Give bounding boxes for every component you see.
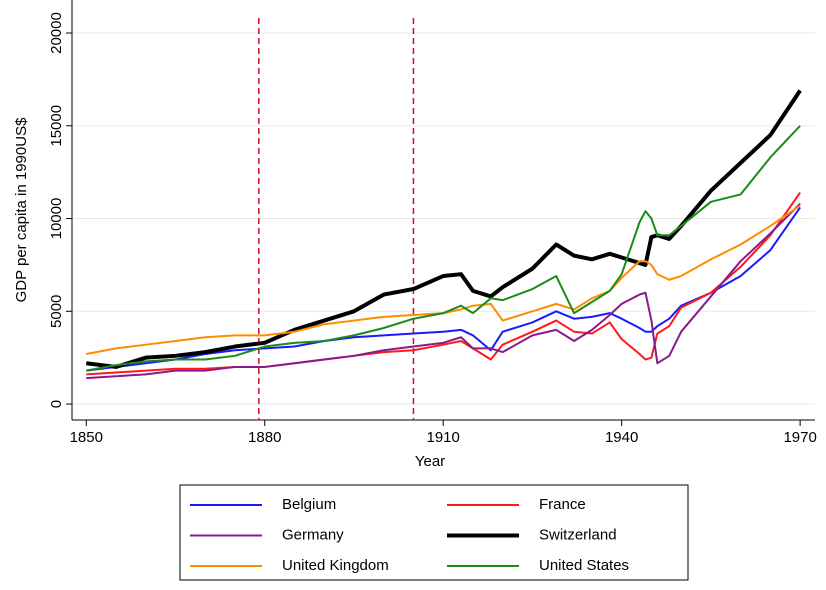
x-tick-label: 1880	[248, 429, 281, 446]
y-tick-label: 0	[48, 400, 65, 408]
series-line	[86, 202, 801, 380]
y-tick-label: 5000	[48, 295, 65, 328]
series-line	[86, 191, 801, 376]
legend-label: United States	[539, 557, 629, 574]
x-axis-label: Year	[415, 453, 445, 470]
x-tick-label: 1970	[783, 429, 816, 446]
x-tick-label: 1910	[427, 429, 460, 446]
legend-label: France	[539, 496, 586, 513]
y-tick-label: 10000	[48, 198, 65, 240]
x-tick-label: 1940	[605, 429, 638, 446]
x-tick-label: 1850	[70, 429, 103, 446]
series-line	[86, 125, 801, 372]
series-line	[86, 204, 801, 355]
legend-label: United Kingdom	[282, 557, 389, 574]
legend-box	[179, 484, 689, 581]
legend-label: Germany	[282, 526, 344, 543]
legend-label: Switzerland	[539, 526, 617, 543]
y-tick-label: 15000	[48, 105, 65, 147]
y-tick-label: 20000	[48, 12, 65, 54]
series-line	[86, 89, 802, 369]
series-line	[86, 206, 801, 372]
y-axis-label: GDP per capita in 1990US$	[13, 117, 30, 302]
legend-label: Belgium	[282, 496, 336, 513]
